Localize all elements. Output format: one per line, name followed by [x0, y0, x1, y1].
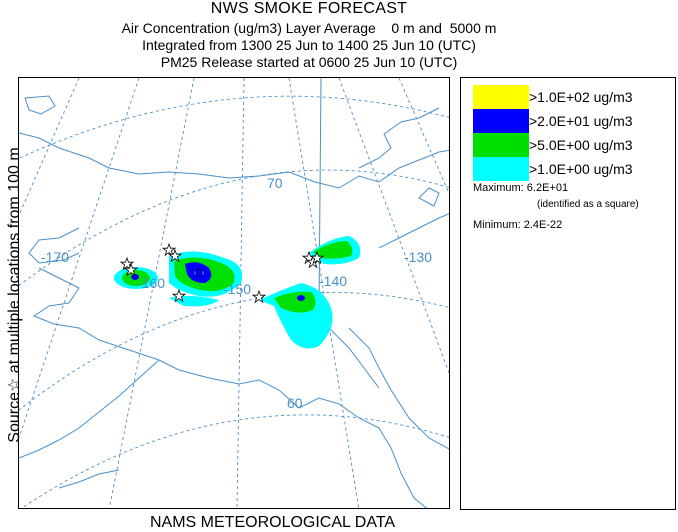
graticule-labels: -170 -160 -150 -140 -130 70 60	[41, 175, 432, 411]
lon-label-140: -140	[319, 273, 347, 289]
maximum-note: (identified as a square)	[537, 199, 639, 210]
page-title: NWS SMOKE FORECAST	[210, 0, 408, 17]
legend-swatch-blue	[473, 109, 529, 133]
maximum-square-marker	[195, 269, 203, 277]
meridian-170	[19, 78, 140, 439]
smoke-plume-central	[169, 251, 243, 307]
lon-label-130: -130	[404, 249, 432, 265]
legend-swatch-green	[473, 133, 529, 157]
data-source-footer: NAMS METEOROLOGICAL DATA	[150, 514, 396, 531]
legend-item: >5.0E+00 ug/m3	[473, 133, 673, 157]
source-star	[161, 242, 177, 257]
parallel-60	[21, 414, 449, 508]
maximum-value: Maximum: 6.2E+01	[473, 182, 569, 194]
subtitle-release: PM25 Release started at 0600 25 Jun 10 (…	[160, 54, 458, 70]
legend-label: >5.0E+00 ug/m3	[529, 137, 633, 153]
source-star	[123, 262, 139, 277]
subtitle-integration: Integrated from 1300 25 Jun to 1400 25 J…	[142, 37, 476, 53]
lon-label-150: -150	[223, 281, 251, 297]
source-star	[119, 256, 135, 271]
graticule	[19, 78, 449, 508]
meridian-160	[108, 78, 195, 508]
source-star	[309, 250, 325, 265]
lon-label-160: -160	[137, 275, 165, 291]
source-markers	[119, 242, 325, 304]
parallel-75	[19, 95, 449, 159]
source-star	[167, 248, 183, 263]
legend-label: >2.0E+01 ug/m3	[529, 113, 633, 129]
border-line	[318, 78, 380, 389]
legend-item: >1.0E+02 ug/m3	[473, 85, 673, 109]
meridian-150	[236, 78, 245, 508]
map-panel[interactable]: -170 -160 -150 -140 -130 70 60	[18, 77, 450, 509]
legend-label: >1.0E+02 ug/m3	[529, 89, 633, 105]
meridian-120	[398, 78, 449, 195]
source-star	[171, 288, 187, 303]
legend-item: >1.0E+00 ug/m3	[473, 157, 673, 181]
meridian-130	[338, 78, 449, 374]
meridian-180	[19, 78, 80, 217]
smoke-map[interactable]: -170 -160 -150 -140 -130 70 60	[19, 78, 450, 509]
legend-swatch-cyan	[473, 157, 529, 181]
legend-label: >1.0E+00 ug/m3	[529, 161, 633, 177]
coastline	[19, 95, 449, 508]
subtitle-concentration: Air Concentration (ug/m3) Layer Average …	[121, 20, 497, 36]
legend-swatch-yellow	[473, 85, 529, 109]
legend-item: >2.0E+01 ug/m3	[473, 109, 673, 133]
lon-label-170: -170	[41, 249, 69, 265]
legend-panel: >1.0E+02 ug/m3 >2.0E+01 ug/m3 >5.0E+00 u…	[460, 77, 676, 510]
parallel-65	[19, 291, 449, 411]
smoke-plume-east	[259, 236, 361, 349]
lat-label-70: 70	[267, 175, 283, 191]
lat-label-60: 60	[287, 395, 303, 411]
meridian-140	[288, 78, 360, 508]
minimum-value: Minimum: 2.4E-22	[473, 219, 563, 231]
source-star	[251, 289, 267, 304]
